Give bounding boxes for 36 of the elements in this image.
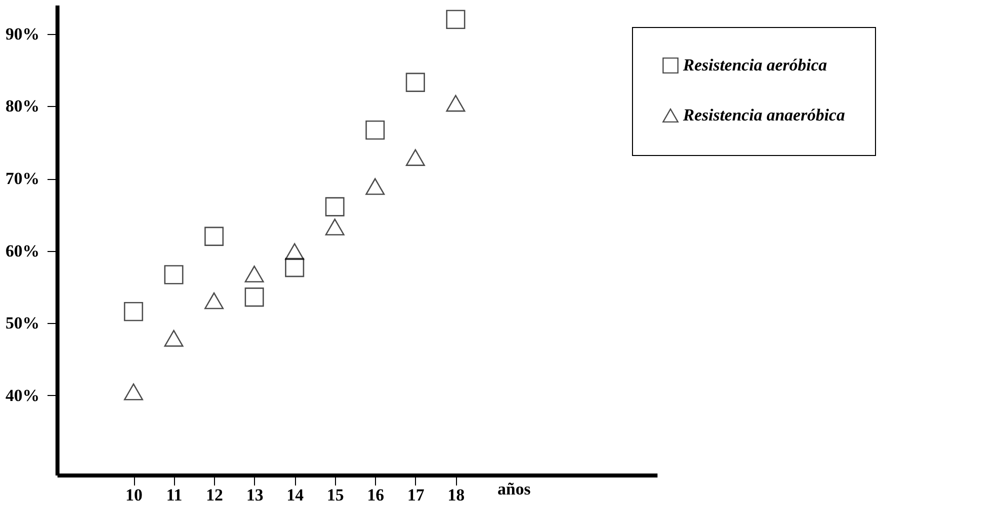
x-tick-label: 15 [326,486,344,504]
legend-label: Resistencia aeróbica [682,56,828,74]
x-tick-label: 18 [448,486,465,504]
y-tick-label: 80% [6,96,40,116]
y-tick-label: 70% [6,169,40,188]
x-tick-label: 17 [407,486,425,504]
x-tick-label: 16 [367,486,384,504]
point [446,94,466,112]
point [406,149,425,166]
point [284,258,304,278]
point [366,178,385,195]
point [164,330,184,347]
x-tick-label: 13 [246,486,264,504]
legend-label: Resistencia anaeróbica [682,106,846,124]
x-tick-label: 11 [166,486,182,504]
y-tick-label: 40% [6,386,40,405]
point [244,266,264,282]
point [204,292,224,310]
point [325,218,344,236]
point [124,302,144,322]
point [164,265,184,284]
y-tick-label: 50% [6,314,40,333]
y-tick-label: 90% [6,24,40,44]
x-tick-label: 14 [286,486,304,504]
point [244,288,264,307]
x-axis-title: años [498,480,531,498]
point [124,383,144,400]
x-tick-label: 10 [126,486,143,504]
point [406,72,425,92]
point [204,226,224,246]
point [446,10,466,30]
x-tick-label: 12 [206,486,224,504]
y-tick-label: 60% [6,241,40,260]
point [284,243,304,260]
point [366,120,385,140]
point [325,197,344,216]
